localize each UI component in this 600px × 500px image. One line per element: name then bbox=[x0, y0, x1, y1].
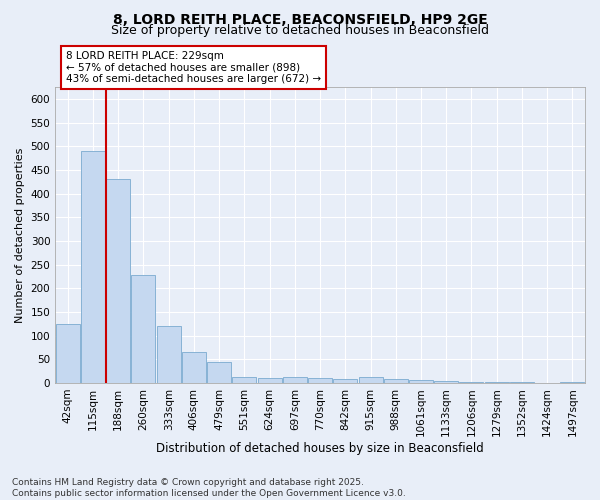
Bar bbox=[308, 378, 332, 383]
Bar bbox=[182, 352, 206, 383]
Bar bbox=[106, 180, 130, 383]
Text: Size of property relative to detached houses in Beaconsfield: Size of property relative to detached ho… bbox=[111, 24, 489, 37]
Bar bbox=[232, 376, 256, 383]
X-axis label: Distribution of detached houses by size in Beaconsfield: Distribution of detached houses by size … bbox=[156, 442, 484, 455]
Bar bbox=[460, 382, 484, 383]
Bar bbox=[257, 378, 281, 383]
Bar bbox=[81, 151, 105, 383]
Bar bbox=[434, 382, 458, 383]
Bar bbox=[207, 362, 231, 383]
Bar bbox=[131, 275, 155, 383]
Bar bbox=[283, 376, 307, 383]
Text: 8 LORD REITH PLACE: 229sqm
← 57% of detached houses are smaller (898)
43% of sem: 8 LORD REITH PLACE: 229sqm ← 57% of deta… bbox=[66, 51, 321, 84]
Text: Contains HM Land Registry data © Crown copyright and database right 2025.
Contai: Contains HM Land Registry data © Crown c… bbox=[12, 478, 406, 498]
Text: 8, LORD REITH PLACE, BEACONSFIELD, HP9 2GE: 8, LORD REITH PLACE, BEACONSFIELD, HP9 2… bbox=[113, 12, 487, 26]
Bar bbox=[334, 378, 357, 383]
Bar bbox=[384, 379, 408, 383]
Bar bbox=[409, 380, 433, 383]
Y-axis label: Number of detached properties: Number of detached properties bbox=[15, 148, 25, 322]
Bar bbox=[56, 324, 80, 383]
Bar bbox=[157, 326, 181, 383]
Bar bbox=[359, 376, 383, 383]
